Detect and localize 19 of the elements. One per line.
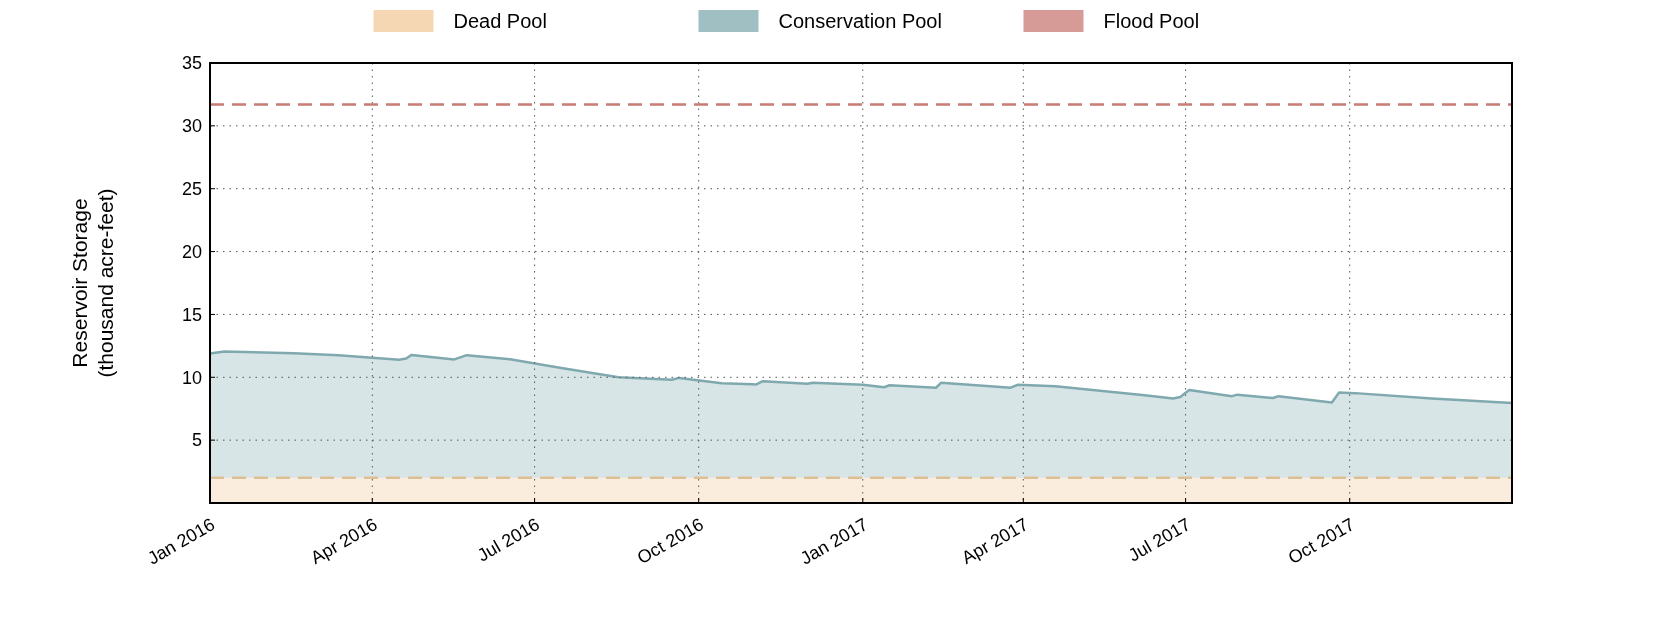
legend-label: Flood Pool xyxy=(1103,10,1200,32)
y-tick-label: 35 xyxy=(181,53,202,74)
y-tick-label: 15 xyxy=(181,304,202,325)
x-tick-label: Jan 2016 xyxy=(144,514,219,569)
x-tick-label: Apr 2017 xyxy=(958,514,1032,568)
y-tick-label: 5 xyxy=(191,430,202,451)
x-tick-label: Jul 2017 xyxy=(1124,514,1194,566)
x-tick-label: Apr 2016 xyxy=(307,514,381,568)
legend-label: Dead Pool xyxy=(453,10,547,32)
y-tick-label: 20 xyxy=(181,241,202,262)
legend-label: Conservation Pool xyxy=(778,10,942,32)
y-tick-label: 25 xyxy=(181,179,202,200)
y-axis-title: Reservoir Storage (thousand acre-feet) xyxy=(68,188,117,378)
x-tick-label: Oct 2017 xyxy=(1284,514,1358,568)
x-tick-label: Jan 2017 xyxy=(796,514,872,569)
x-tick-label: Oct 2016 xyxy=(633,514,707,568)
y-tick-label: 30 xyxy=(181,116,202,137)
y-tick-label: 10 xyxy=(181,367,202,388)
x-tick-label: Jul 2016 xyxy=(473,514,543,566)
